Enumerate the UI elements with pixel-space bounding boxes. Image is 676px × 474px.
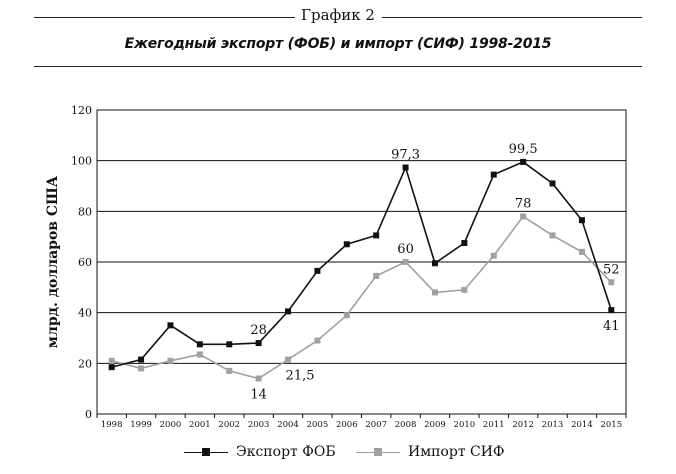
data-point-s1-2008 [402,259,409,265]
x-tick-label-2012: 2012 [512,420,534,430]
data-point-s1-2011 [490,252,497,259]
data-point-s1-1998 [108,357,115,364]
data-point-s1-2000 [167,357,174,364]
y-axis-label: млрд. долларов США [45,175,61,348]
x-tick-label-2006: 2006 [336,420,358,430]
x-tick-label-2001: 2001 [189,420,211,430]
x-tick-label-2008: 2008 [395,420,417,430]
data-label-7: 78 [515,196,532,211]
figure-label: График 2 [0,6,676,24]
data-point-s0-2001 [196,341,203,348]
data-point-s1-2001 [196,351,203,358]
series-line-1 [111,215,612,380]
data-point-s0-2015 [608,307,615,314]
data-label-5: 21,5 [286,369,315,384]
data-point-s0-2003 [255,340,262,347]
x-tick-label-2013: 2013 [542,420,564,430]
data-point-s1-2007 [373,272,380,279]
data-point-s0-2008 [402,164,409,171]
y-tick-label-20: 20 [78,357,92,370]
y-tick-label-120: 120 [71,104,92,117]
legend: Экспорт ФОБ Импорт СИФ [0,444,676,466]
x-tick-label-2014: 2014 [571,420,593,430]
data-label-1: 97,3 [391,148,420,163]
x-tick-label-1999: 1999 [130,420,152,430]
data-label-2: 99,5 [509,142,538,157]
data-point-s1-1999 [138,365,145,372]
y-tick-label-80: 80 [78,205,92,218]
x-tick-label-2005: 2005 [307,420,329,430]
data-label-0: 28 [250,323,267,338]
legend-swatch-export [184,445,228,459]
data-point-s1-2003 [255,375,262,382]
data-point-s0-2014 [578,217,585,224]
x-tick-label-2010: 2010 [454,420,476,430]
data-point-s1-2014 [578,248,585,255]
figure-label-rule-right [382,17,642,18]
data-point-s1-2002 [226,367,233,374]
data-label-3: 41 [603,319,620,334]
figure-label-row: График 2 [0,6,676,28]
data-point-s1-2005 [314,337,321,344]
data-point-s0-2006 [343,241,350,248]
chart-title: Ежегодный экспорт (ФОБ) и импорт (СИФ) 1… [124,36,552,52]
x-tick-label-2007: 2007 [365,420,387,430]
data-label-8: 52 [603,262,620,277]
x-tick-label-2015: 2015 [600,420,622,430]
data-point-s0-2012 [520,158,527,165]
y-tick-label-0: 0 [85,408,92,421]
data-point-s0-1999 [138,356,145,363]
data-point-s1-2004 [285,356,292,363]
legend-label-import: Импорт СИФ [408,444,505,460]
legend-swatch-import [356,445,400,459]
data-point-s0-2002 [226,341,233,348]
data-point-s1-2013 [549,232,556,239]
data-point-s0-2013 [549,180,556,187]
data-point-s0-2000 [167,322,174,329]
x-tick-label-2011: 2011 [483,420,505,430]
figure-label-rule-left [34,17,296,18]
x-tick-label-2002: 2002 [218,420,240,430]
y-tick-label-100: 100 [71,155,92,168]
data-point-s0-2009 [431,260,438,267]
legend-label-export: Экспорт ФОБ [236,444,336,460]
series-line-0 [111,161,613,368]
legend-item-import: Импорт СИФ [356,444,505,460]
legend-item-export: Экспорт ФОБ [184,444,336,460]
title-rule [34,66,642,67]
data-point-s1-2006 [343,312,350,319]
x-tick-label-2000: 2000 [160,420,182,430]
data-label-4: 14 [250,388,267,403]
y-tick-label-60: 60 [78,256,92,269]
data-point-s1-2012 [520,213,527,220]
data-label-6: 60 [397,242,414,257]
data-point-s0-2005 [314,267,321,274]
data-point-s0-2004 [285,308,292,315]
data-point-s1-2009 [431,289,438,296]
x-tick-label-1998: 1998 [101,420,123,430]
y-tick-label-40: 40 [78,307,92,320]
data-point-s0-2011 [490,171,497,178]
data-point-s0-1998 [108,364,115,371]
data-point-s1-2010 [461,286,468,293]
data-point-s0-2010 [461,240,468,246]
x-tick-label-2009: 2009 [424,420,446,430]
x-tick-label-2004: 2004 [277,420,299,430]
data-point-s0-2007 [373,232,380,239]
line-chart: 0 20 40 60 80 100 120 1998 1999 2000 2001 2002 2003 2… [45,104,627,430]
x-tick-label-2003: 2003 [248,420,270,430]
data-point-s1-2015 [608,279,615,286]
